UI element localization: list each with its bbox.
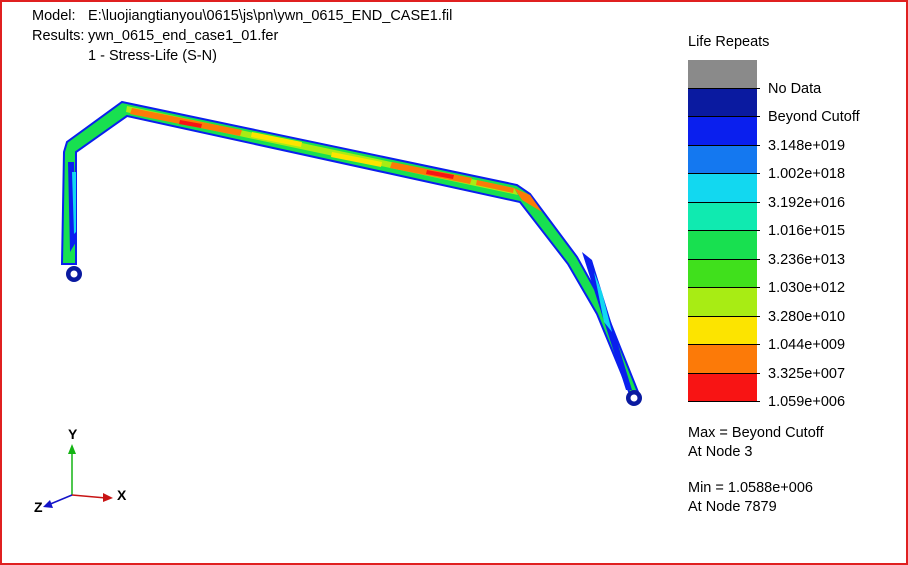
right-leg-cyan xyxy=(594,272,612,332)
legend-tick xyxy=(688,116,760,117)
legend-label: 1.002e+018 xyxy=(768,166,846,182)
legend-row: 1.059e+006 xyxy=(688,373,888,410)
legend-row: 3.236e+013 xyxy=(688,231,888,268)
x-axis-label: X xyxy=(117,487,127,503)
legend-swatch xyxy=(688,288,757,317)
max-node: At Node 3 xyxy=(688,444,753,460)
y-axis-label: Y xyxy=(68,426,78,442)
min-node: At Node 7879 xyxy=(688,499,777,515)
legend-row: 3.325e+007 xyxy=(688,345,888,382)
legend-swatch xyxy=(688,60,757,89)
legend-tick xyxy=(688,230,760,231)
legend-swatch xyxy=(688,174,757,203)
legend-label: 3.325e+007 xyxy=(768,365,846,382)
hotspot-6 xyxy=(426,170,454,179)
y-axis-arrow xyxy=(68,444,76,454)
legend-swatch xyxy=(688,259,757,288)
legend-tick xyxy=(688,372,760,374)
hotspot-4 xyxy=(331,152,382,167)
legend-swatch xyxy=(688,145,757,174)
right-bolt-hole xyxy=(630,394,638,402)
legend-tick xyxy=(688,173,760,174)
legend-swatch xyxy=(688,316,757,345)
max-value: Max = Beyond Cutoff xyxy=(688,425,824,441)
hotspot-3 xyxy=(251,132,302,147)
legend-label: 3.148e+019 xyxy=(768,137,846,154)
legend-row: 1.016e+015 xyxy=(688,202,888,239)
legend-tick xyxy=(688,144,760,146)
results-label: Results: xyxy=(32,28,85,44)
hotspot-2 xyxy=(179,120,202,128)
legend-label: 3.236e+013 xyxy=(768,251,846,268)
analysis-type: 1 - Stress-Life (S-N) xyxy=(88,48,217,64)
right-elbow-orange xyxy=(514,188,542,212)
left-leg-cyan xyxy=(72,172,76,234)
legend-row: 1.044e+009 xyxy=(688,316,888,353)
result-stats: Max = Beyond Cutoff At Node 3 Min = 1.05… xyxy=(688,424,824,517)
legend-tick xyxy=(688,315,760,317)
results-file: ywn_0615_end_case1_01.fer xyxy=(88,28,279,44)
legend-swatch xyxy=(688,345,757,374)
legend-label: 1.044e+009 xyxy=(768,337,846,353)
legend-label: Beyond Cutoff xyxy=(768,109,860,125)
z-axis-label: Z xyxy=(34,499,43,515)
legend-tick xyxy=(688,344,760,345)
model-path: E:\luojiangtianyou\0615\js\pn\ywn_0615_E… xyxy=(88,8,453,24)
axis-triad: Y X Z xyxy=(34,426,127,515)
legend-row: 3.192e+016 xyxy=(688,174,888,211)
contour-legend: No Data Beyond Cutoff 3.148e+019 1.002e+018… xyxy=(688,60,888,410)
legend-swatch xyxy=(688,202,757,231)
legend-tick xyxy=(688,287,760,288)
legend-tick xyxy=(688,201,760,203)
legend-title: Life Repeats xyxy=(688,34,770,50)
legend-tick xyxy=(688,258,760,260)
left-bolt-hole xyxy=(70,270,78,278)
legend-label: 3.280e+010 xyxy=(768,308,846,325)
legend-label: 1.059e+006 xyxy=(768,394,846,410)
result-header: Model: E:\luojiangtianyou\0615\js\pn\ywn… xyxy=(32,6,452,66)
x-axis-arrow xyxy=(103,493,113,502)
legend-row: No Data xyxy=(688,60,888,97)
legend-swatch xyxy=(688,117,757,146)
legend-label: 1.030e+012 xyxy=(768,280,846,296)
bracket-outline xyxy=(60,100,640,396)
legend-row: 1.030e+012 xyxy=(688,259,888,296)
model-row: Model: E:\luojiangtianyou\0615\js\pn\ywn… xyxy=(32,6,452,26)
legend-label: No Data xyxy=(768,80,822,97)
legend-row: 1.002e+018 xyxy=(688,145,888,182)
legend-swatch xyxy=(688,88,757,117)
legend-row: Beyond Cutoff xyxy=(688,88,888,125)
legend-swatch xyxy=(688,373,757,402)
legend-label: 1.016e+015 xyxy=(768,223,846,239)
min-value: Min = 1.0588e+006 xyxy=(688,480,813,496)
model-label: Model: xyxy=(32,8,76,24)
z-axis-arrow xyxy=(43,500,53,508)
legend-label: 3.192e+016 xyxy=(768,194,846,211)
legend-tick xyxy=(688,401,760,402)
legend-row: 3.280e+010 xyxy=(688,288,888,325)
legend-row: 3.148e+019 xyxy=(688,117,888,154)
results-row: Results: ywn_0615_end_case1_01.fer xyxy=(32,26,452,46)
hotspot-7 xyxy=(476,180,514,193)
legend-swatch xyxy=(688,231,757,260)
legend-tick xyxy=(688,87,760,89)
